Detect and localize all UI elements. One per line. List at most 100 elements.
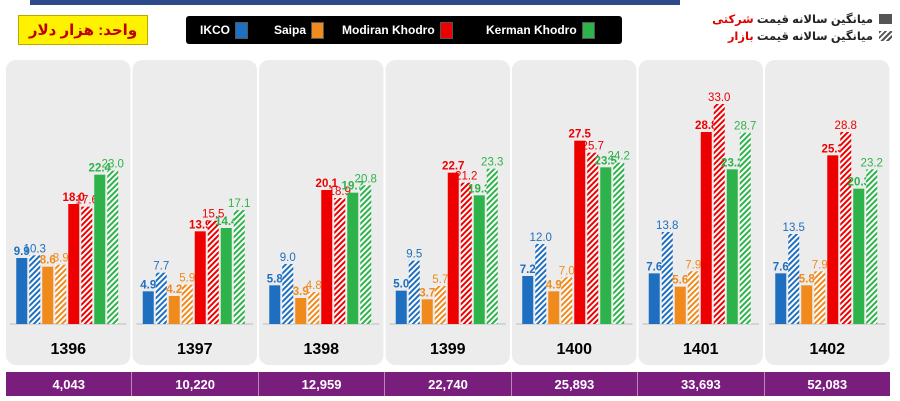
bar-ikco-company bbox=[522, 276, 534, 324]
bar-kerman-khodro-market bbox=[613, 162, 625, 324]
data-label: 5.8 bbox=[267, 273, 284, 285]
data-label: 18.0 bbox=[63, 192, 85, 204]
bar-kerman-khodro-company bbox=[853, 188, 865, 324]
bar-kerman-khodro-company bbox=[94, 174, 106, 324]
legend-item-saipa: Saipa bbox=[274, 21, 325, 39]
bar-modiran-khodro-company bbox=[321, 190, 333, 324]
solid-swatch-icon bbox=[879, 13, 892, 24]
bar-saipa-company bbox=[421, 299, 433, 324]
year-tick-label: 1400 bbox=[556, 341, 592, 358]
bar-kerman-khodro-market bbox=[233, 210, 245, 324]
year-tick-label: 1402 bbox=[809, 341, 845, 358]
legend-label: IKCO bbox=[200, 23, 230, 37]
data-label: 7.7 bbox=[153, 261, 169, 273]
series-legend: IKCO Saipa Modiran Khodro Kerman Khodro bbox=[186, 16, 622, 44]
bar-saipa-company bbox=[295, 298, 307, 324]
legend-item-ikco: IKCO bbox=[200, 21, 248, 39]
bar-ikco-market bbox=[788, 234, 800, 324]
data-label: 7.6 bbox=[646, 261, 662, 273]
data-label: 3.9 bbox=[293, 286, 309, 298]
data-label: 28.8 bbox=[835, 120, 857, 132]
bar-saipa-company bbox=[674, 286, 686, 324]
bar-modiran-khodro-company bbox=[700, 132, 712, 324]
bar-chart: 1396 9.910.38.68.9 18.017.6 22.423.0 1397 4.9… bbox=[6, 60, 890, 365]
data-label: 4.2 bbox=[166, 284, 182, 296]
pricing-legend: میانگین سالانه قیمت شرکتی میانگین سالانه… bbox=[682, 10, 892, 44]
data-label: 13.9 bbox=[189, 219, 211, 231]
bar-kerman-khodro-market bbox=[360, 185, 372, 324]
data-label: 7.0 bbox=[559, 265, 575, 277]
data-label: 8.9 bbox=[53, 253, 69, 265]
data-label: 23.5 bbox=[595, 155, 618, 167]
bar-ikco-market bbox=[408, 260, 420, 324]
year-total-value: 12,959 bbox=[257, 372, 384, 396]
bar-modiran-khodro-market bbox=[81, 206, 93, 324]
bar-ikco-market bbox=[661, 232, 673, 324]
bar-saipa-company bbox=[168, 296, 180, 324]
data-label: 15.5 bbox=[202, 209, 224, 221]
bar-ikco-company bbox=[142, 291, 154, 324]
data-label: 12.0 bbox=[530, 232, 552, 244]
data-label: 5.7 bbox=[432, 274, 448, 286]
data-label: 20.3 bbox=[848, 177, 870, 189]
bar-ikco-market bbox=[535, 244, 547, 324]
bar-kerman-khodro-market bbox=[866, 169, 878, 324]
year-total-value: 22,740 bbox=[384, 372, 510, 396]
data-label: 3.7 bbox=[419, 287, 435, 299]
bar-saipa-company bbox=[548, 291, 560, 324]
bar-saipa-company bbox=[42, 266, 54, 324]
legend-swatch-icon bbox=[439, 21, 453, 39]
year-total-value: 4,043 bbox=[52, 376, 85, 392]
legend-company-price: میانگین سالانه قیمت شرکتی bbox=[682, 10, 892, 27]
data-label: 9.0 bbox=[280, 252, 296, 264]
bar-kerman-khodro-company bbox=[220, 228, 232, 324]
bar-kerman-khodro-company bbox=[600, 167, 612, 324]
data-label: 9.5 bbox=[406, 249, 422, 261]
year-totals-strip: 4,043 10,220 12,959 22,740 25,893 33,693 52,08… bbox=[6, 372, 890, 396]
legend-label: Modiran Khodro bbox=[342, 23, 435, 37]
bar-ikco-company bbox=[648, 273, 660, 324]
year-tick-label: 1399 bbox=[430, 341, 466, 358]
data-label: 7.6 bbox=[773, 261, 789, 273]
bar-saipa-market bbox=[181, 284, 193, 324]
bar-saipa-market bbox=[814, 271, 826, 324]
bar-kerman-khodro-company bbox=[473, 195, 485, 324]
bar-modiran-khodro-company bbox=[827, 155, 839, 324]
data-label: 28.7 bbox=[734, 121, 756, 133]
data-label: 4.8 bbox=[306, 280, 322, 292]
top-rule bbox=[30, 0, 680, 5]
bar-modiran-khodro-company bbox=[68, 204, 80, 324]
bar-ikco-market bbox=[29, 255, 41, 324]
data-label: 4.9 bbox=[546, 279, 562, 291]
data-label: 13.8 bbox=[656, 220, 678, 232]
data-label: 13.5 bbox=[783, 222, 805, 234]
legend-item-kerman-khodro: Kerman Khodro bbox=[486, 21, 595, 39]
bar-kerman-khodro-company bbox=[347, 192, 359, 324]
data-label: 21.2 bbox=[455, 171, 477, 183]
data-label: 7.2 bbox=[520, 264, 536, 276]
data-label: 23.2 bbox=[861, 157, 883, 169]
data-label: 17.1 bbox=[228, 198, 250, 210]
legend-company-price-text: میانگین سالانه قیمت شرکتی bbox=[712, 13, 873, 26]
bar-ikco-company bbox=[16, 258, 28, 324]
year-total-value: 10,220 bbox=[131, 372, 257, 396]
bar-ikco-company bbox=[269, 285, 281, 324]
data-label: 18.9 bbox=[329, 186, 351, 198]
data-label: 9.9 bbox=[14, 246, 30, 258]
data-label: 20.8 bbox=[355, 173, 377, 185]
bar-saipa-market bbox=[308, 292, 320, 324]
year-total-value: 25,893 bbox=[510, 372, 637, 396]
data-label: 14.4 bbox=[215, 216, 238, 228]
bar-modiran-khodro-company bbox=[447, 172, 459, 324]
data-label: 23.2 bbox=[721, 157, 743, 169]
bar-saipa-market bbox=[561, 277, 573, 324]
legend-label: Kerman Khodro bbox=[486, 23, 577, 37]
year-tick-label: 1398 bbox=[303, 341, 339, 358]
data-label: 19.7 bbox=[342, 181, 364, 193]
bar-modiran-khodro-market bbox=[460, 182, 472, 324]
year-total-value: 33,693 bbox=[637, 372, 763, 396]
data-label: 17.6 bbox=[76, 195, 98, 207]
data-label: 19.3 bbox=[468, 183, 490, 195]
data-label: 33.0 bbox=[708, 92, 730, 104]
bar-kerman-khodro-market bbox=[107, 170, 119, 324]
